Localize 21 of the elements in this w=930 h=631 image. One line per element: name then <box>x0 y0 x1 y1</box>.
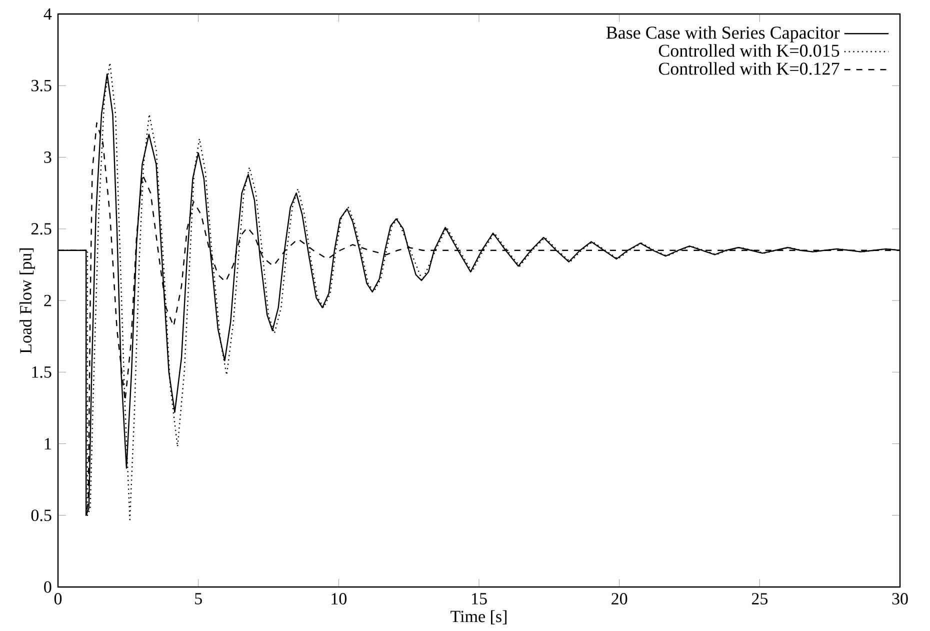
x-tick-label: 15 <box>472 593 487 604</box>
y-tick-label: 2.5 <box>31 223 52 235</box>
y-tick-label: 0.5 <box>31 510 52 522</box>
x-axis-title: Time [s] <box>450 610 506 624</box>
y-tick-label: 0 <box>44 581 52 593</box>
x-tick-label: 20 <box>612 593 628 605</box>
y-tick-label: 1 <box>44 438 51 450</box>
x-tick-label: 25 <box>752 593 768 604</box>
x-tick-label: 10 <box>332 593 347 605</box>
y-tick-label: 3.5 <box>32 80 52 92</box>
y-tick-label: 1.5 <box>32 366 52 378</box>
legend-label: Base Case with Series Capacitor <box>606 26 840 42</box>
y-tick-label: 3 <box>44 152 52 163</box>
y-tick-label: 4 <box>44 8 52 20</box>
x-tick-label: 0 <box>54 593 62 605</box>
legend-label: Controlled with K=0.015 <box>658 44 840 57</box>
x-tick-label: 5 <box>195 593 202 604</box>
x-tick-label: 30 <box>892 593 908 605</box>
y-axis-title: Load Flow [pu] <box>20 248 35 354</box>
y-tick-label: 2 <box>44 294 51 306</box>
legend-label: Controlled with K=0.127 <box>658 62 840 75</box>
